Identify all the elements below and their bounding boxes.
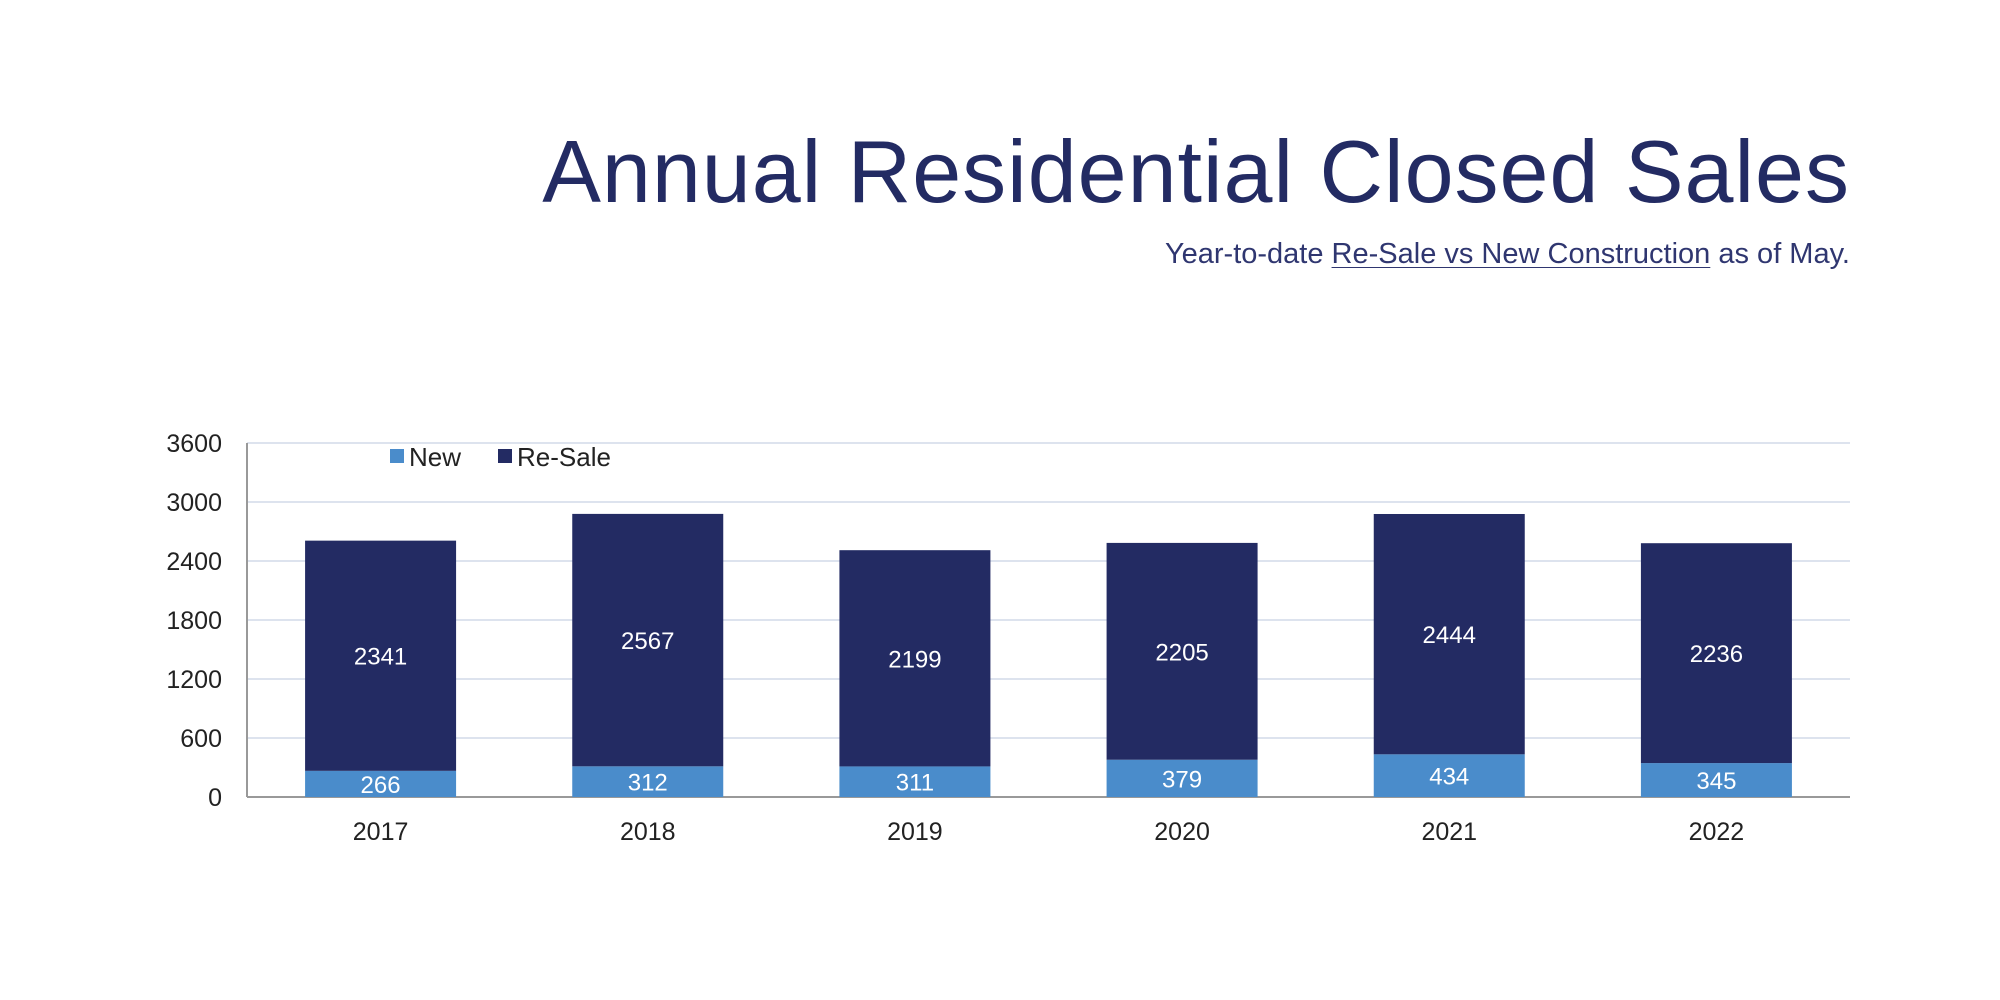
legend-swatch — [498, 449, 512, 463]
legend-swatch — [390, 449, 404, 463]
legend-label: New — [409, 442, 461, 472]
bar-new-2017 — [305, 770, 457, 797]
bar-new-2019 — [839, 766, 991, 797]
data-label: 434 — [1429, 764, 1469, 791]
bar-new-2022 — [1640, 763, 1792, 797]
y-tick-label: 600 — [180, 725, 222, 753]
bar-resale-2019 — [839, 550, 991, 767]
y-tick-label: 0 — [208, 784, 222, 812]
data-label: 2341 — [354, 644, 407, 671]
x-tick-label: 2022 — [1689, 818, 1745, 846]
data-label: 2444 — [1423, 622, 1476, 649]
data-label: 2199 — [888, 646, 941, 673]
y-tick-label: 3600 — [166, 430, 222, 458]
bar-new-2020 — [1106, 759, 1258, 797]
bar-resale-2021 — [1373, 513, 1525, 755]
subtitle-link[interactable]: Re-Sale vs New Construction — [1331, 238, 1711, 270]
data-label: 311 — [896, 770, 934, 797]
data-label: 2205 — [1155, 639, 1208, 666]
bar-resale-2018 — [572, 513, 724, 767]
subtitle-prefix: Year-to-date — [1164, 238, 1324, 270]
data-label: 2236 — [1690, 641, 1743, 668]
y-tick-label: 1800 — [166, 607, 222, 635]
data-label: 266 — [361, 772, 401, 799]
x-tick-label: 2019 — [887, 818, 943, 846]
data-label: 379 — [1162, 766, 1202, 793]
x-tick-label: 2017 — [353, 818, 409, 846]
data-label: 312 — [628, 770, 668, 797]
bar-new-2021 — [1373, 754, 1525, 797]
x-tick-label: 2021 — [1421, 818, 1477, 846]
page-subtitle: Year-to-date Re-Sale vs New Construction… — [1165, 240, 1850, 269]
data-label: 345 — [1696, 768, 1736, 795]
bar-resale-2020 — [1106, 542, 1258, 760]
x-tick-label: 2020 — [1154, 818, 1210, 846]
subtitle-suffix: as of May. — [1718, 238, 1850, 270]
bar-resale-2022 — [1640, 543, 1792, 764]
y-tick-label: 2400 — [166, 548, 222, 576]
y-tick-label: 3000 — [166, 489, 222, 517]
bar-new-2018 — [572, 766, 724, 797]
legend-label: Re-Sale — [517, 442, 611, 472]
bar-resale-2017 — [305, 540, 457, 771]
y-tick-label: 1200 — [166, 666, 222, 694]
page-title: Annual Residential Closed Sales — [542, 122, 1850, 221]
x-tick-label: 2018 — [620, 818, 676, 846]
data-label: 2567 — [621, 628, 674, 655]
